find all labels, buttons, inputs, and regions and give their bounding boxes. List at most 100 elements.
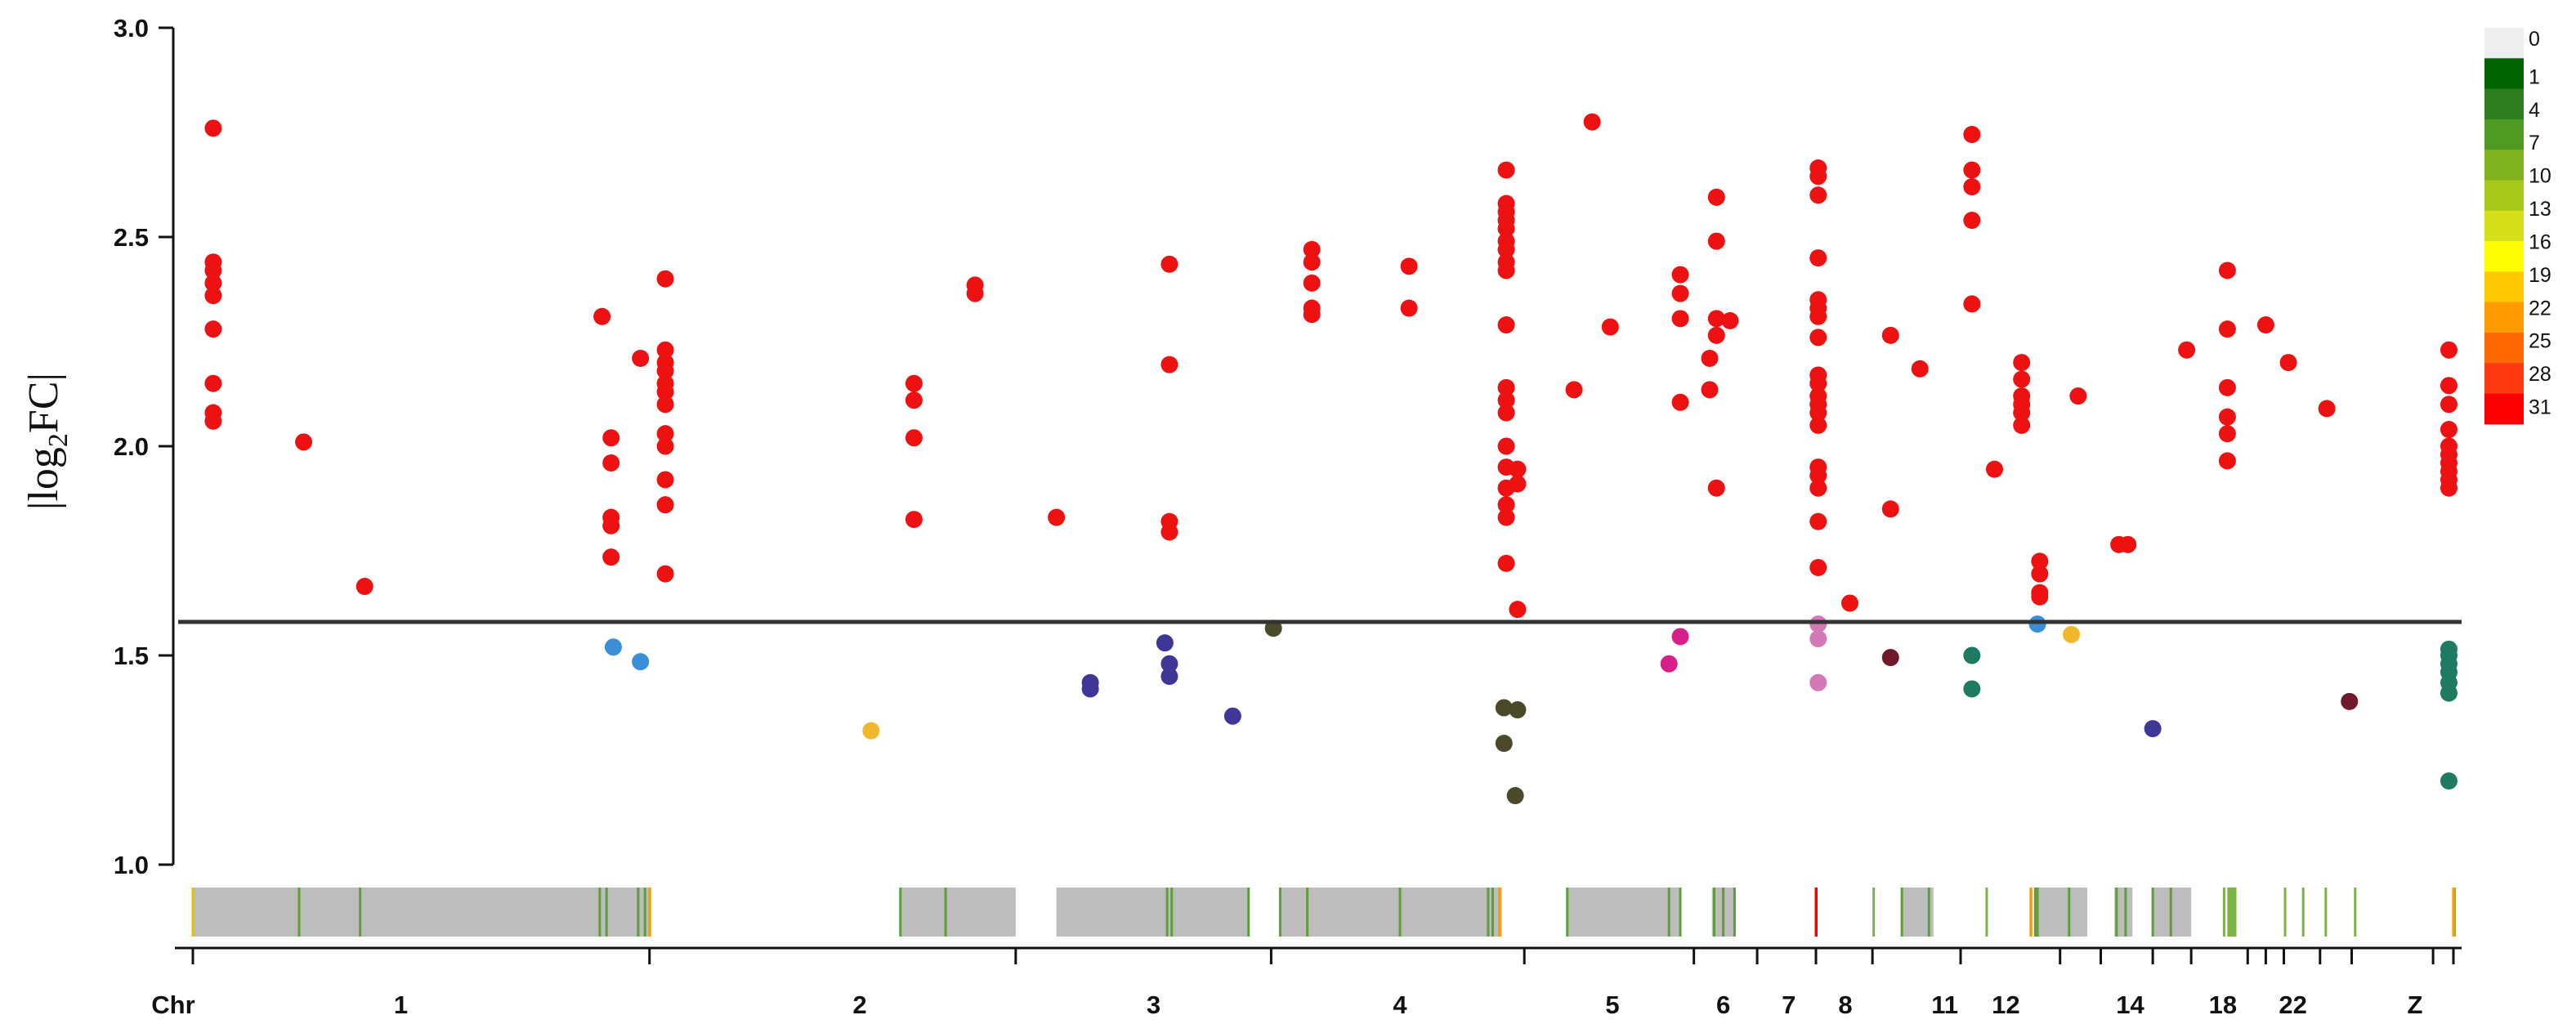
chromosome-label: 22: [2279, 991, 2306, 1019]
legend-label: 1: [2529, 65, 2540, 88]
data-point: [656, 425, 674, 443]
data-point: [1497, 496, 1515, 514]
chromosome-label: 6: [1716, 991, 1730, 1019]
data-point: [1809, 186, 1827, 204]
data-point: [1161, 668, 1178, 686]
data-point: [1497, 161, 1515, 179]
data-point: [656, 382, 674, 400]
data-point: [1497, 437, 1515, 455]
data-point: [966, 284, 984, 302]
density-line: [1900, 888, 1903, 937]
density-hot-line: [2029, 888, 2033, 937]
data-point: [1671, 310, 1689, 328]
data-point: [2218, 262, 2236, 279]
density-line: [359, 888, 362, 937]
legend-label: 10: [2529, 165, 2551, 188]
data-point: [1565, 381, 1583, 399]
data-point: [1303, 306, 1321, 324]
data-point: [1223, 707, 1241, 725]
density-segment: [2222, 888, 2225, 937]
chromosome-label: 1: [394, 991, 408, 1019]
data-point: [1809, 479, 1827, 497]
data-point: [1156, 634, 1174, 652]
data-point: [656, 437, 674, 455]
data-point: [2440, 396, 2457, 414]
data-point: [2028, 615, 2046, 633]
chromosome-label: 3: [1147, 991, 1161, 1019]
x-axis-title: Chr: [151, 991, 195, 1019]
data-point: [656, 341, 674, 359]
data-point: [602, 454, 620, 472]
data-point: [1881, 500, 1899, 518]
chromosome-label: 14: [2116, 991, 2144, 1019]
data-point: [204, 287, 222, 305]
data-point: [1809, 249, 1827, 267]
density-line: [2151, 888, 2154, 937]
density-segment: [2229, 888, 2237, 937]
density-segment: [2354, 888, 2357, 937]
density-line: [1733, 888, 1736, 937]
data-point: [2218, 378, 2236, 396]
data-point: [1660, 655, 1678, 673]
data-point: [2013, 370, 2031, 388]
data-point: [1809, 416, 1827, 434]
data-point: [632, 653, 650, 671]
data-point: [1707, 479, 1725, 497]
data-point: [2013, 404, 2031, 422]
density-line: [944, 888, 947, 937]
density-segment: [193, 888, 650, 937]
density-line: [605, 888, 608, 937]
data-point: [1048, 508, 1066, 526]
data-point: [1161, 655, 1178, 673]
data-point: [1161, 255, 1178, 273]
chromosome-label: 4: [1393, 991, 1407, 1019]
density-segment: [2035, 888, 2087, 937]
legend-swatch: [2484, 28, 2524, 59]
data-point: [2440, 421, 2457, 439]
data-point: [1509, 475, 1527, 493]
density-line: [1170, 888, 1174, 937]
density-line: [1566, 888, 1569, 937]
data-point: [204, 412, 222, 430]
data-point: [1701, 381, 1719, 399]
data-point: [1721, 311, 1739, 329]
data-point: [656, 270, 674, 288]
data-point: [604, 638, 622, 656]
y-tick-label: 1.5: [114, 642, 149, 670]
y-axis-label-tail: FC|: [20, 373, 67, 433]
legend-swatch: [2484, 393, 2524, 425]
data-point: [1840, 594, 1858, 612]
legend-swatch: [2484, 119, 2524, 150]
data-point: [1509, 601, 1527, 619]
density-hot-line: [191, 888, 195, 937]
data-point: [1671, 266, 1689, 284]
chromosome-label: 11: [1931, 991, 1958, 1019]
y-tick-label: 2.5: [114, 223, 149, 252]
density-line: [2036, 888, 2039, 937]
legend-label: 31: [2529, 396, 2551, 418]
data-point: [2013, 416, 2031, 434]
density-line: [1247, 888, 1250, 937]
data-point: [632, 349, 650, 367]
legend-swatch: [2484, 58, 2524, 90]
data-point: [2031, 588, 2049, 606]
density-hot-line: [648, 888, 651, 937]
data-point: [1809, 374, 1827, 392]
data-point: [1509, 701, 1527, 719]
data-point: [1707, 188, 1725, 206]
data-point: [1809, 329, 1827, 347]
density-legend: 0 1 4 7 10 13 16 19 22 25 28 31: [2484, 28, 2551, 425]
density-line: [1713, 888, 1716, 937]
data-point: [2013, 354, 2031, 372]
legend-swatch: [2484, 271, 2524, 303]
density-line: [1667, 888, 1670, 937]
data-point: [2218, 425, 2236, 443]
data-point: [2440, 341, 2457, 359]
data-point: [1809, 615, 1827, 633]
density-line: [1306, 888, 1309, 937]
data-point: [1671, 284, 1689, 302]
data-point: [905, 511, 923, 529]
data-point: [1809, 630, 1827, 648]
y-axis-label-main: |log: [20, 447, 67, 510]
